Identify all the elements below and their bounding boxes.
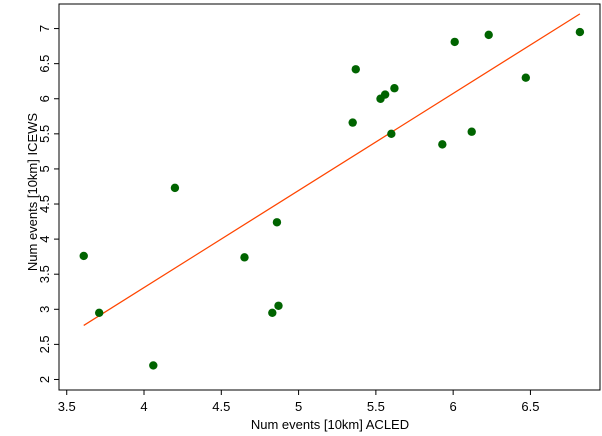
y-tick-label: 6.5 [37, 55, 52, 73]
y-tick-label: 6 [37, 95, 52, 102]
data-point [274, 301, 283, 310]
data-point [79, 251, 88, 261]
y-tick-label: 2 [37, 376, 52, 383]
data-point [387, 129, 396, 139]
plot-frame [58, 3, 601, 391]
data-point [484, 30, 493, 40]
y-tick-label: 2.5 [37, 335, 52, 353]
data-point [380, 90, 390, 99]
data-point [272, 218, 282, 227]
data-point [348, 118, 357, 127]
x-tick-label: 6.5 [521, 399, 539, 414]
x-tick-label: 4.5 [212, 399, 230, 414]
y-axis-title: Num events [10km] ICEWS [25, 113, 40, 272]
data-point [521, 73, 531, 82]
data-point [94, 308, 104, 317]
data-point [268, 308, 277, 317]
data-point [467, 127, 476, 136]
data-point [575, 27, 585, 37]
y-tick-label: 4 [37, 235, 52, 242]
y-tick-label: 3.5 [37, 265, 52, 283]
data-point [390, 84, 399, 93]
data-point [240, 253, 249, 262]
x-tick-label: 3.5 [58, 399, 76, 414]
y-tick-label: 3 [37, 306, 52, 313]
data-point [438, 140, 447, 149]
x-tick-label: 5 [295, 399, 302, 414]
data-point [450, 37, 459, 47]
plot-area: 3.544.555.566.5722.533.544.555.566.57 [37, 3, 601, 414]
y-tick-label: 5 [37, 165, 52, 172]
data-point [170, 183, 180, 193]
data-point [351, 65, 360, 74]
x-tick-label: 4 [140, 399, 147, 414]
y-tick-label: 4.5 [37, 195, 52, 213]
x-axis-title: Num events [10km] ACLED [251, 417, 409, 432]
data-point [149, 361, 158, 370]
fit-line [83, 13, 581, 326]
x-tick-label: 6 [450, 399, 457, 414]
y-tick-label: 5.5 [37, 125, 52, 143]
y-tick-label: 7 [37, 25, 52, 32]
x-tick-label: 5.5 [367, 399, 385, 414]
